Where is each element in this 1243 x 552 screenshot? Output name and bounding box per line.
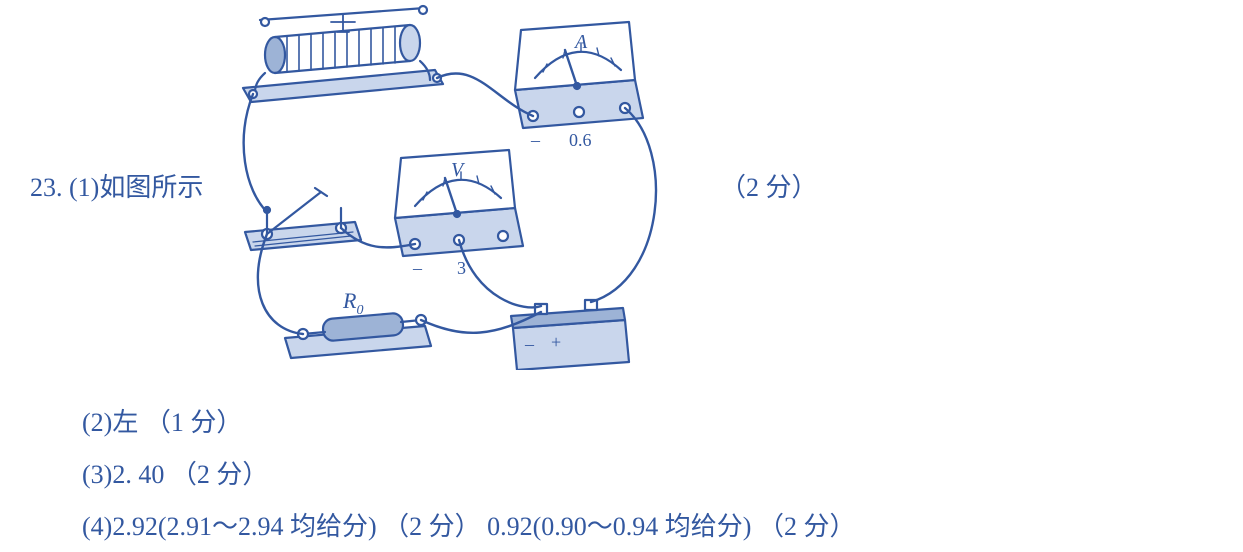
line-1-left: 23. (1)如图所示	[30, 175, 203, 201]
battery-minus: –	[524, 334, 535, 354]
switch	[245, 188, 361, 250]
ammeter-scale: 0.6	[569, 130, 592, 150]
resistor-r0	[285, 313, 431, 358]
line-2: (2)左 （1 分）	[82, 410, 242, 436]
voltmeter-scale: 3	[457, 258, 466, 278]
rheostat	[243, 6, 443, 102]
resistor-label: R0	[342, 288, 363, 318]
question-number: 23.	[30, 173, 63, 202]
line-1-points: （2 分）	[720, 175, 818, 201]
voltmeter-minus: –	[412, 258, 423, 278]
page: 23. (1)如图所示	[0, 0, 1243, 552]
ammeter-minus: –	[530, 130, 541, 150]
line-1-text: (1)如图所示	[69, 173, 203, 202]
circuit-diagram: A – 0.6	[225, 0, 705, 370]
line-3: (3)2. 40 （2 分）	[82, 462, 268, 488]
battery-plus: +	[551, 332, 561, 352]
ammeter-letter: A	[573, 31, 588, 53]
line-4: (4)2.92(2.91～2.94 均给分) （2 分） 0.92(0.90～0…	[82, 514, 855, 540]
